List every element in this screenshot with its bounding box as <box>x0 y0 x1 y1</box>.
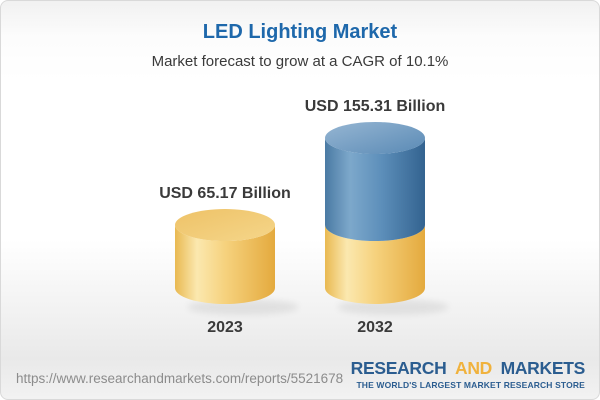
research-and-markets-logo[interactable]: RESEARCH AND MARKETS THE WORLD'S LARGEST… <box>350 357 586 390</box>
report-url-link[interactable]: https://www.researchandmarkets.com/repor… <box>16 371 344 386</box>
cylinder-top <box>175 209 275 242</box>
bar-year-label: 2032 <box>357 319 393 336</box>
cylinder-segment-blue <box>325 138 425 242</box>
bar-value-label: USD 65.17 Billion <box>159 185 291 202</box>
bar-2032: USD 155.31 Billion 2032 <box>305 98 449 336</box>
market-chart-svg: USD 65.17 Billion 2023 USD 155.31 Billion 2… <box>159 98 449 336</box>
cylinder-segment-gold <box>325 225 425 304</box>
page-subtitle: Market forecast to grow at a CAGR of 10.… <box>151 53 449 70</box>
logo-word-and: AND <box>454 357 492 378</box>
logo-tagline: THE WORLD'S LARGEST MARKET RESEARCH STOR… <box>356 380 585 390</box>
logo-wordmark: RESEARCH AND MARKETS <box>350 357 586 378</box>
bar-year-label: 2023 <box>207 319 243 336</box>
page-title: LED Lighting Market <box>202 21 398 43</box>
logo-word-research: RESEARCH <box>350 357 447 378</box>
logo-word-markets: MARKETS <box>500 357 586 378</box>
cylinder-top <box>325 122 425 154</box>
cylinder-segment-gold <box>175 225 275 304</box>
bar-value-label: USD 155.31 Billion <box>305 98 446 115</box>
bar-2023: USD 65.17 Billion 2023 <box>159 185 299 336</box>
